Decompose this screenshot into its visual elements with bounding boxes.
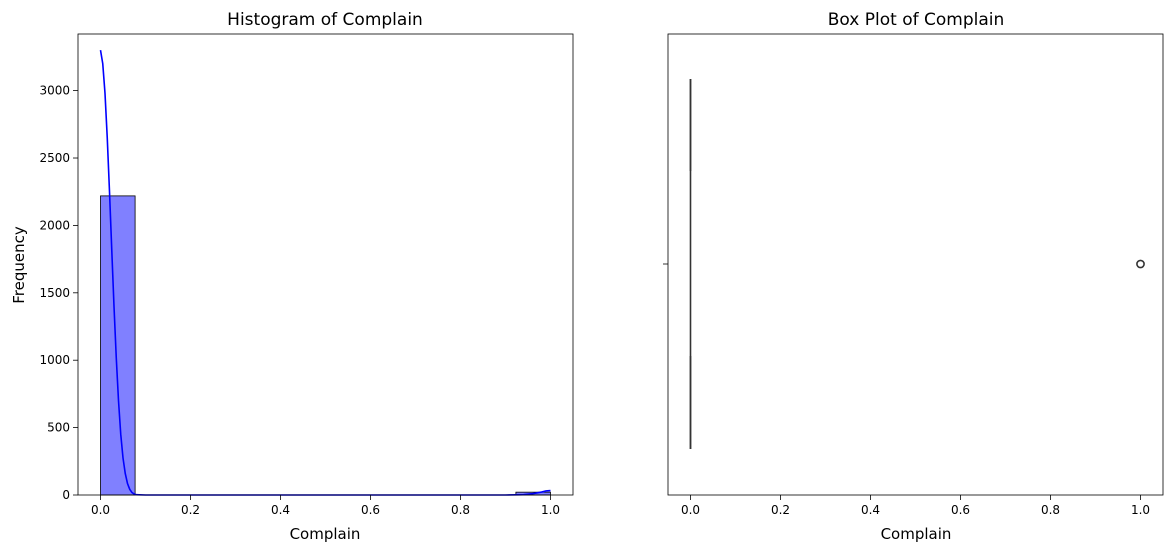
y-tick-label: 2500 [39,151,70,165]
x-tick-label: 0.2 [181,503,200,517]
histogram-x-ticks: 0.0 0.2 0.4 0.6 0.8 1.0 [91,495,560,517]
x-tick-label: 0.6 [361,503,380,517]
x-tick-label: 0.2 [771,503,790,517]
boxplot-x-label: Complain [881,525,952,543]
y-tick-label: 1000 [39,353,70,367]
histogram-x-label: Complain [290,525,361,543]
y-tick-label: 3000 [39,84,70,98]
x-tick-label: 1.0 [541,503,560,517]
y-tick-label: 0 [62,488,70,502]
y-tick-label: 1500 [39,286,70,300]
histogram-title: Histogram of Complain [227,10,423,30]
x-tick-label: 0.4 [271,503,290,517]
outlier-point [1136,259,1145,269]
boxplot-title: Box Plot of Complain [828,10,1005,30]
x-tick-label: 0.8 [1041,503,1060,517]
x-tick-label: 0.0 [91,503,110,517]
y-tick-label: 500 [47,421,70,435]
histogram-y-ticks: 0 500 1000 1500 2000 2500 3000 [39,84,78,502]
histogram-bars [100,195,551,496]
x-tick-label: 0.4 [861,503,880,517]
kde-line [99,50,551,496]
histogram-frame [77,33,574,496]
x-tick-label: 0.8 [451,503,470,517]
boxplot-frame [667,33,1164,496]
x-tick-label: 0.0 [681,503,700,517]
boxplot-marks [689,79,1145,449]
histogram-panel: Histogram of Complain 0.0 0.2 0.4 0.6 0.8 1.0… [10,10,574,543]
x-tick-label: 0.6 [951,503,970,517]
boxplot-panel: Box Plot of Complain 0.0 0.2 0.4 0.6 0.8 1.0 … [663,10,1164,543]
histogram-bar [100,195,136,496]
x-tick-label: 1.0 [1131,503,1150,517]
boxplot-x-ticks: 0.0 0.2 0.4 0.6 0.8 1.0 [681,495,1150,517]
histogram-y-label: Frequency [10,226,28,304]
y-tick-label: 2000 [39,218,70,232]
